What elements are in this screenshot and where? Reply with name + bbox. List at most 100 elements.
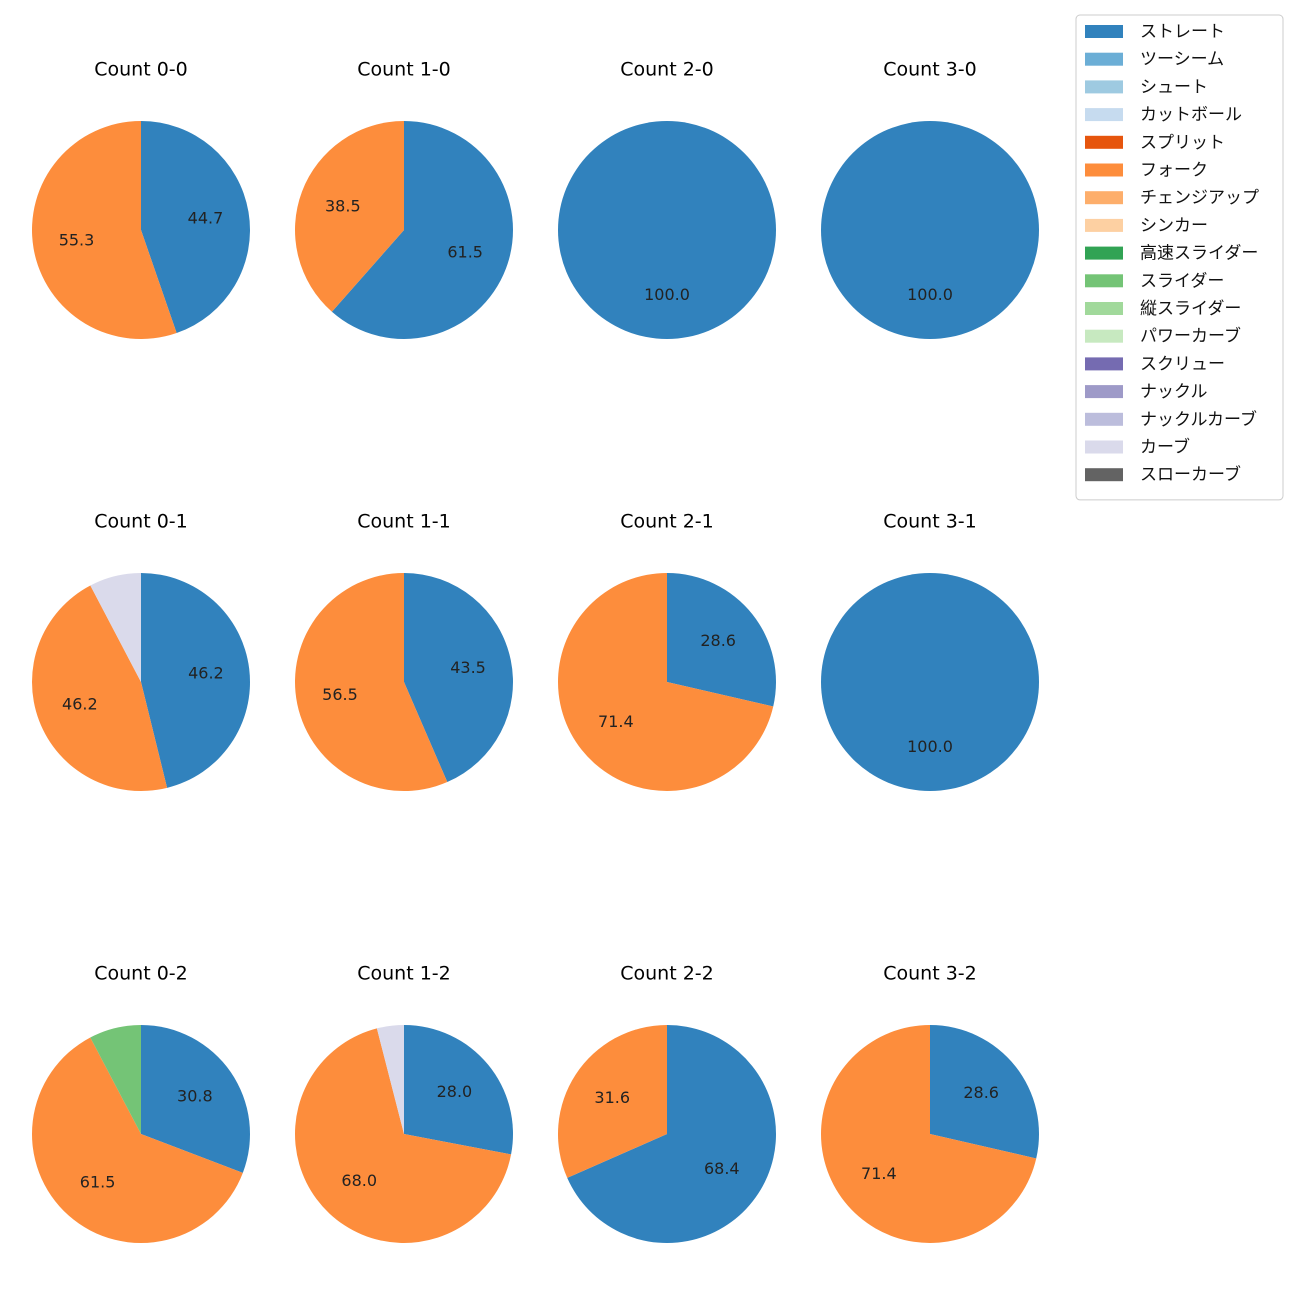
legend-label: ストレート: [1140, 22, 1225, 42]
legend-item: シンカー: [1085, 216, 1208, 236]
pie-count-0-0: Count 0-0 44.7 55.3: [31, 59, 250, 340]
legend-item: スプリット: [1085, 133, 1225, 153]
pie-count-0-1: Count 0-1 46.2 46.2: [32, 511, 251, 791]
pie-title: Count 2-1: [620, 511, 714, 533]
pie-slice: [667, 573, 777, 707]
pie-slice: [295, 1028, 512, 1243]
pie-slice: [141, 1025, 250, 1173]
pie-slice: [141, 572, 251, 788]
pie-count-3-2: Count 3-2 28.6 71.4: [821, 963, 1039, 1243]
pie-slice-label: 46.2: [188, 664, 224, 683]
legend-swatch: [1085, 52, 1123, 66]
legend-swatch: [1085, 108, 1123, 122]
pie-slice-label: 46.2: [62, 695, 98, 714]
legend: ストレートツーシームシュートカットボールスプリットフォークチェンジアップシンカー…: [1075, 14, 1284, 501]
legend-frame: [1075, 14, 1284, 501]
pie-slice: [32, 1037, 243, 1243]
legend-item: パワーカーブ: [1085, 326, 1241, 347]
pie-slice-label: 28.0: [437, 1082, 473, 1101]
pie-slice: [376, 1025, 404, 1134]
pie-title: Count 0-0: [94, 59, 188, 81]
legend-item: シュート: [1085, 77, 1208, 97]
pie-count-1-2: Count 1-2 28.0 68.0: [295, 963, 513, 1243]
pie-slice-label: 61.5: [80, 1172, 116, 1191]
pie-count-0-2: Count 0-2 30.8 61.5: [32, 963, 250, 1243]
pie-count-2-2: Count 2-2 68.4 31.6: [558, 963, 776, 1243]
legend-label: カーブ: [1140, 437, 1190, 458]
pie-count-1-1: Count 1-1 43.5 56.5: [295, 511, 514, 791]
legend-item: ナックルカーブ: [1085, 409, 1257, 430]
pie-slice: [567, 1025, 776, 1243]
pie-slice: [32, 585, 168, 791]
legend-label: スプリット: [1140, 133, 1225, 153]
pie-slice-label: 38.5: [325, 196, 361, 215]
legend-label: カットボール: [1140, 105, 1242, 125]
legend-swatch: [1085, 385, 1123, 399]
pie-slice-label: 100.0: [644, 285, 690, 304]
legend-label: 高速スライダー: [1140, 244, 1258, 264]
pie-slice-label: 100.0: [907, 285, 953, 304]
pie-slice: [821, 1025, 1037, 1243]
pie-title: Count 1-1: [357, 511, 451, 533]
pie-slice-label: 71.4: [598, 712, 634, 731]
pie-count-2-0: Count 2-0 100.0: [558, 59, 776, 339]
legend-item: 縦スライダー: [1085, 299, 1241, 319]
pie-count-1-0: Count 1-0 61.5 38.5: [294, 59, 513, 339]
legend-label: ナックルカーブ: [1140, 409, 1257, 430]
legend-swatch: [1085, 274, 1123, 288]
legend-swatch: [1085, 218, 1123, 232]
pie-slice-label: 28.6: [700, 631, 736, 650]
pie-slice-label: 56.5: [322, 685, 358, 704]
legend-label: スライダー: [1140, 271, 1224, 291]
pie-title: Count 1-0: [357, 59, 451, 81]
legend-item: ナックル: [1085, 382, 1208, 402]
pie-slice-label: 30.8: [177, 1086, 213, 1105]
pie-slice: [90, 1025, 141, 1134]
legend-item: チェンジアップ: [1085, 188, 1259, 208]
legend-label: シンカー: [1140, 216, 1208, 236]
pie-title: Count 3-2: [883, 963, 977, 985]
legend-label: スクリュー: [1140, 354, 1225, 374]
pie-slice: [404, 1025, 513, 1155]
pie-slice-label: 55.3: [59, 230, 95, 249]
pie-slice-label: 61.5: [447, 243, 483, 262]
pie-slice-label: 28.6: [963, 1083, 999, 1102]
pie-slice: [821, 121, 1039, 339]
legend-item: カットボール: [1085, 105, 1242, 125]
pie-title: Count 0-1: [94, 511, 188, 533]
pie-count-3-0: Count 3-0 100.0: [821, 59, 1039, 339]
pie-slice: [31, 121, 177, 340]
pie-count-3-1: Count 3-1 100.0: [821, 511, 1039, 791]
pie-slice-label: 71.4: [861, 1164, 897, 1183]
legend-swatch: [1085, 80, 1123, 94]
pie-slice-label: 44.7: [188, 209, 224, 228]
legend-label: 縦スライダー: [1140, 299, 1241, 319]
legend-swatch: [1085, 357, 1123, 371]
legend-label: ツーシーム: [1140, 50, 1224, 70]
legend-swatch: [1085, 440, 1123, 454]
pie-slice: [141, 121, 250, 334]
pie-slice-label: 43.5: [450, 658, 486, 677]
legend-label: フォーク: [1140, 161, 1208, 181]
pie-slice: [331, 121, 513, 339]
legend-item: スローカーブ: [1085, 464, 1241, 485]
legend-swatch: [1085, 25, 1123, 38]
pie-slice: [558, 1025, 667, 1178]
pie-slice: [404, 573, 514, 783]
pie-slice: [295, 573, 448, 791]
legend-swatch: [1085, 302, 1123, 315]
legend-item: 高速スライダー: [1085, 244, 1258, 264]
pie-slice-label: 68.0: [341, 1171, 377, 1190]
legend-swatch: [1085, 163, 1123, 177]
pie-slice: [821, 573, 1039, 791]
pie-slice-label: 31.6: [594, 1088, 630, 1107]
legend-swatch: [1085, 135, 1123, 149]
pie-slice: [558, 121, 776, 339]
pie-title: Count 2-0: [620, 59, 714, 81]
pie-slice: [90, 573, 141, 682]
legend-item: スクリュー: [1085, 354, 1225, 374]
legend-item: ストレート: [1085, 22, 1225, 42]
pie-title: Count 0-2: [94, 963, 188, 985]
